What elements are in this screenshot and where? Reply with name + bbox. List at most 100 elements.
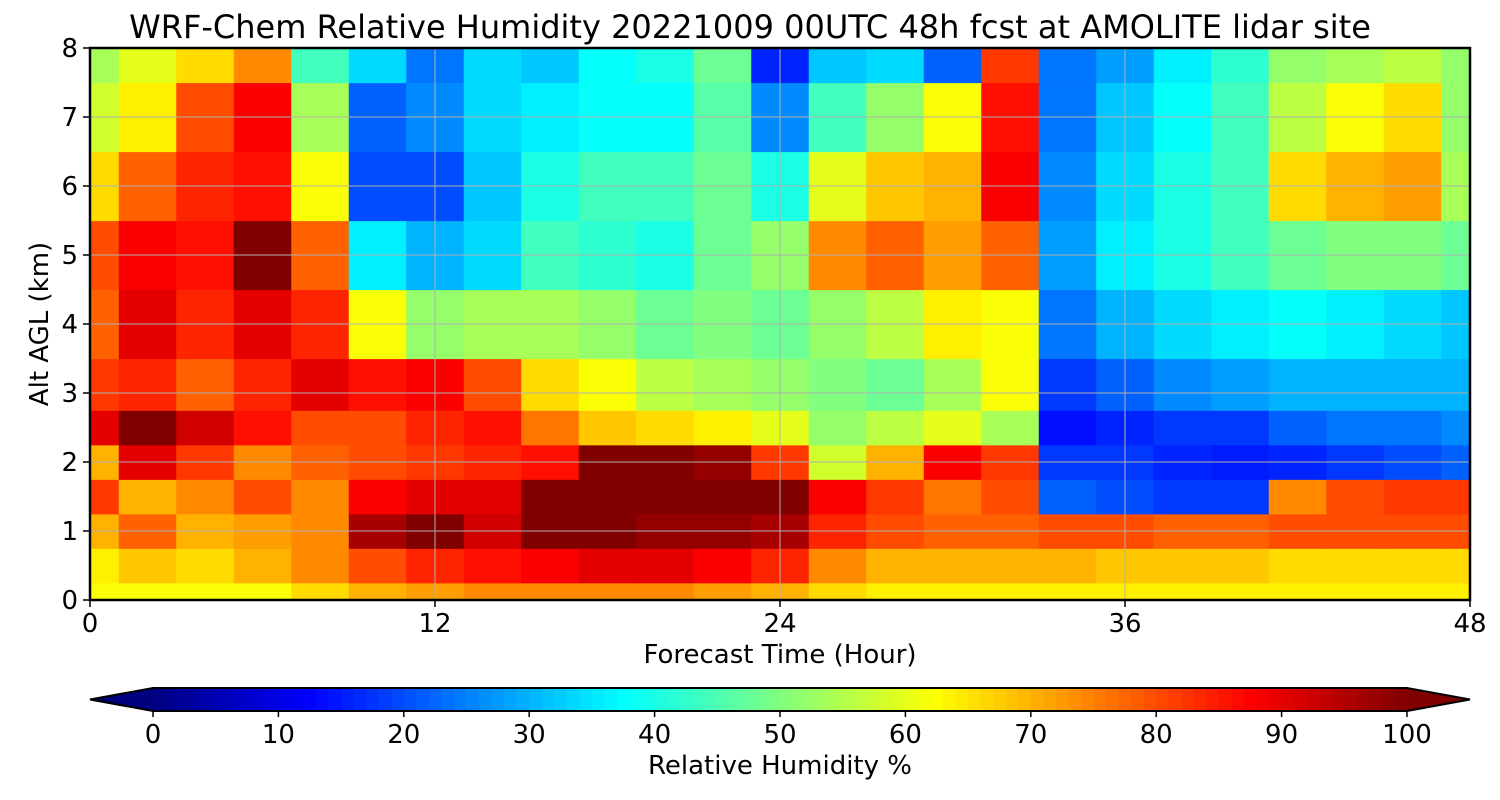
colorbar-tick-label: 80 [1140, 720, 1173, 750]
colorbar-tick-label: 0 [145, 720, 162, 750]
colorbar-segment [930, 688, 944, 711]
chart-title: WRF-Chem Relative Humidity 20221009 00UT… [129, 8, 1371, 46]
heatmap-cell [923, 358, 982, 411]
heatmap-cell [923, 548, 982, 584]
colorbar-segment [892, 688, 906, 711]
heatmap-cell [291, 548, 350, 584]
heatmap-cell [808, 479, 867, 515]
heatmap-cell [176, 548, 235, 584]
heatmap-cell [348, 548, 407, 584]
y-tick-label: 1 [61, 517, 78, 547]
colorbar-segment [579, 688, 593, 711]
colorbar-segment [215, 688, 229, 711]
heatmap-cell [981, 410, 1040, 446]
heatmap-cell [808, 48, 867, 84]
heatmap-cell [521, 358, 580, 411]
heatmap-cell [693, 582, 752, 600]
heatmap-cell [866, 410, 925, 446]
heatmap-cell [348, 582, 407, 600]
colorbar-segment [1369, 688, 1383, 711]
heatmap-cell [118, 358, 177, 411]
heatmap-cell [923, 410, 982, 446]
x-tick-label: 12 [418, 609, 451, 639]
heatmap-cell [1441, 410, 1470, 446]
colorbar-segment [1080, 688, 1095, 711]
heatmap-cell [578, 410, 637, 446]
colorbar-segment [1294, 688, 1308, 711]
colorbar-segment [1256, 688, 1270, 711]
heatmap-cell [291, 410, 350, 446]
y-tick-label: 3 [61, 379, 78, 409]
colorbar-segment [1118, 688, 1132, 711]
colorbar-segment [416, 688, 430, 711]
colorbar-segment [203, 688, 217, 711]
heatmap-cell [118, 548, 177, 584]
heatmap-cell [348, 48, 407, 84]
heatmap-cell [1038, 548, 1097, 584]
heatmap-cell [693, 479, 752, 515]
colorbar-tick-label: 70 [1014, 720, 1047, 750]
heatmap-cell [1268, 48, 1327, 84]
heatmap-cell [1383, 479, 1442, 515]
heatmap-cell [1153, 410, 1212, 446]
x-tick-label: 0 [82, 609, 99, 639]
colorbar-segment [1068, 688, 1082, 711]
colorbar-tick-label: 60 [889, 720, 922, 750]
heatmap-cell [693, 358, 752, 411]
colorbar-segment [742, 688, 756, 711]
heatmap-cell [1326, 548, 1385, 584]
y-tick-label: 5 [61, 241, 78, 271]
heatmap-cell [981, 358, 1040, 411]
colorbar-segment [391, 688, 405, 711]
heatmap-cell [233, 582, 292, 600]
y-tick-label: 7 [61, 103, 78, 133]
heatmap-cell [1268, 358, 1327, 411]
colorbar-segment [1193, 688, 1207, 711]
colorbar-segment [303, 688, 317, 711]
heatmap-cell [693, 410, 752, 446]
heatmap-cell [90, 410, 120, 446]
colorbar-segment [842, 688, 856, 711]
colorbar-tick-label: 20 [387, 720, 420, 750]
heatmap-cell [521, 410, 580, 446]
colorbar-segment [704, 688, 718, 711]
colorbar-segment [679, 688, 693, 711]
heatmap-cell [521, 48, 580, 84]
heatmap-cell [463, 548, 522, 584]
heatmap-cell [1326, 479, 1385, 515]
colorbar-segment [1030, 688, 1044, 711]
heatmap-cell [291, 48, 350, 84]
colorbar-segment [253, 688, 267, 711]
colorbar-segment [1206, 688, 1220, 711]
colorbar-segment [955, 688, 969, 711]
colorbar-segment [1331, 688, 1345, 711]
heatmap-cell [90, 358, 120, 411]
heatmap-cell [1383, 548, 1442, 584]
colorbar-segment [153, 688, 167, 711]
heatmap-cell [118, 582, 177, 600]
colorbar-segment [980, 688, 994, 711]
colorbar-segment [654, 688, 668, 711]
x-axis-label: Forecast Time (Hour) [643, 640, 917, 670]
colorbar: 0 10 20 30 40 50 60 70 80 90 100 [89, 687, 1471, 750]
y-tick-label: 0 [61, 586, 78, 616]
colorbar-segment [754, 688, 769, 711]
colorbar-under-arrow [90, 688, 153, 711]
heatmap-cell [1038, 48, 1097, 84]
colorbar-segment [366, 688, 380, 711]
colorbar-segment [867, 688, 881, 711]
y-tick-label: 8 [61, 34, 78, 64]
heatmap-cell [578, 479, 637, 515]
colorbar-segment [1043, 688, 1057, 711]
colorbar-segment [1281, 688, 1295, 711]
colorbar-segment [591, 688, 606, 711]
colorbar-segment [1306, 688, 1320, 711]
heatmap-cell [1268, 582, 1327, 600]
heatmap-cell [1441, 479, 1470, 515]
heatmap-cell [866, 548, 925, 584]
colorbar-segment [353, 688, 367, 711]
heatmap-cell [866, 358, 925, 411]
heatmap-cell [463, 582, 522, 600]
heatmap-cell [1383, 48, 1442, 84]
heatmap-cell [808, 358, 867, 411]
